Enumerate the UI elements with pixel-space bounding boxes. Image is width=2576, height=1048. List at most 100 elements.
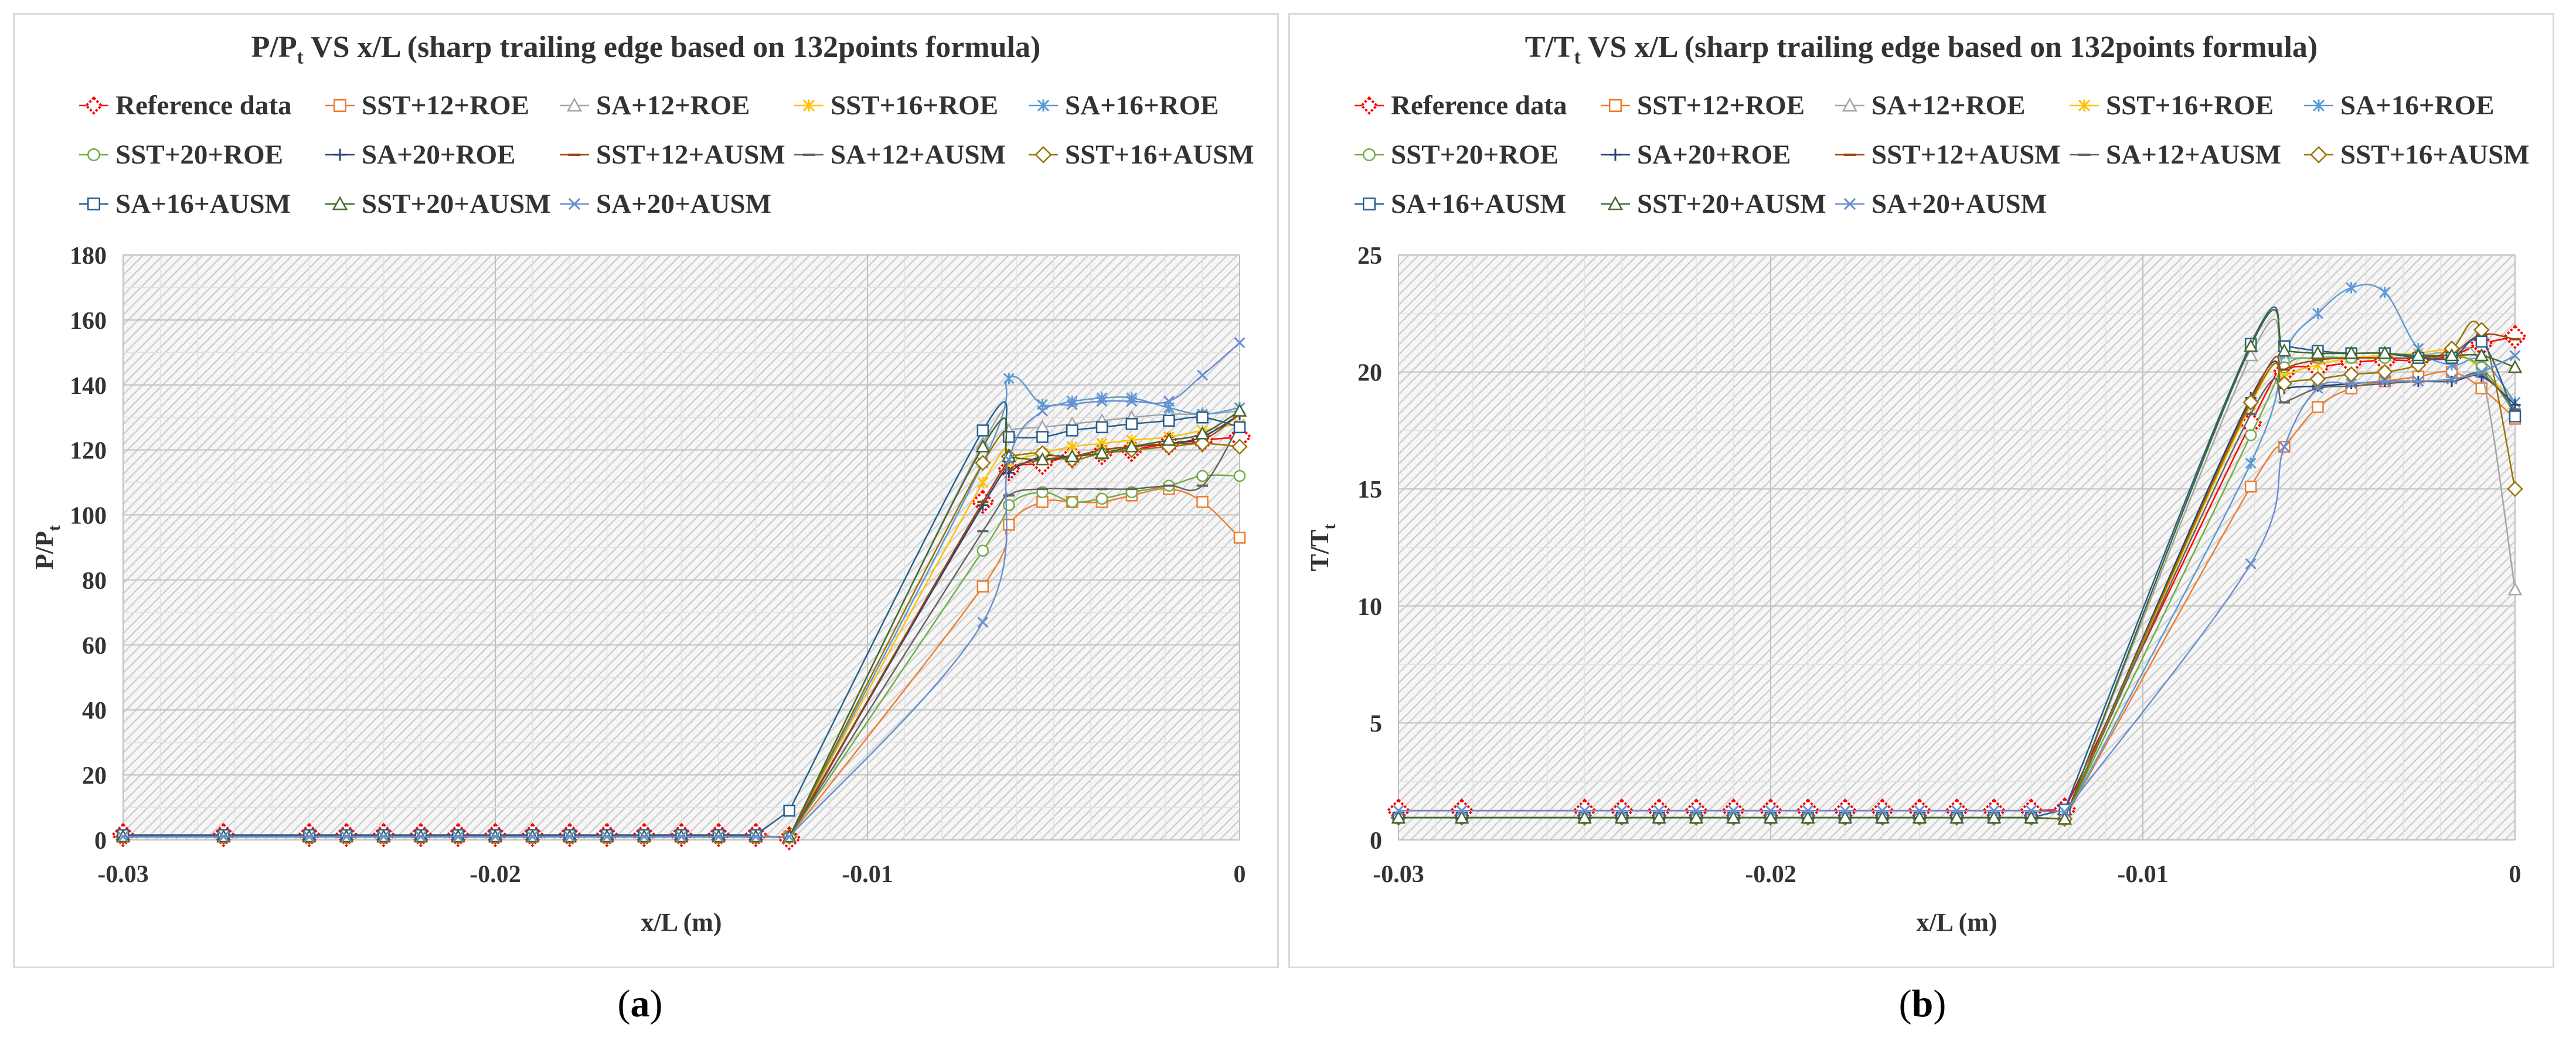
legend-item: SST+20+ROE: [79, 134, 283, 175]
data-point: [1765, 805, 1777, 816]
data-point: [1837, 810, 1853, 824]
legend-label: SA+16+AUSM: [115, 189, 291, 219]
legend-marker-icon: [1029, 146, 1058, 164]
data-point: [1689, 810, 1704, 824]
legend-marker-icon: [1835, 154, 1864, 156]
legend-marker-icon: [79, 96, 108, 115]
data-point: [1064, 448, 1080, 462]
legend-marker-icon: [1601, 99, 1630, 112]
x-tick-label: -0.02: [1745, 861, 1796, 888]
series-line: [1393, 350, 2521, 818]
series-curve-path: [2064, 284, 2516, 819]
legend-item: SST+12+ROE: [325, 85, 529, 126]
legend-label: SST+20+ROE: [115, 139, 284, 170]
data-point: [452, 831, 464, 842]
x-tick-label: -0.03: [1373, 861, 1424, 888]
legend-marker-icon: [794, 99, 823, 112]
y-tick-label: 0: [1370, 828, 1382, 855]
data-point: [1196, 469, 1209, 482]
data-point: [1728, 805, 1739, 816]
data-point: [1163, 414, 1175, 427]
legend-item: SA+12+ROE: [1835, 85, 2026, 126]
data-point: [1096, 396, 1108, 407]
legend-label: SA+20+AUSM: [596, 189, 772, 219]
data-point: [1763, 810, 1778, 824]
series-curve-path: [788, 488, 1240, 838]
data-point: [2379, 287, 2391, 298]
legend-label: SA+12+AUSM: [831, 139, 1006, 170]
data-point: [2509, 350, 2521, 362]
data-point: [1035, 452, 1050, 465]
data-point: [1231, 438, 1248, 455]
data-point: [975, 455, 991, 471]
legend-label: SST+20+AUSM: [1637, 189, 1826, 219]
data-point: [1986, 810, 2002, 824]
legend-item: SA+12+AUSM: [2070, 134, 2281, 175]
data-point: [2312, 383, 2323, 394]
y-tick-label: 80: [82, 567, 107, 594]
legend-marker-icon: [1835, 97, 1864, 112]
data-point: [1234, 337, 1246, 349]
data-point: [378, 831, 389, 842]
chart-title: P/Pt VS x/L (sharp trailing edge based o…: [15, 30, 1277, 69]
legend-label: SST+16+ROE: [831, 90, 999, 121]
plot-area: 0 5 10 15 20 25 -0.03 -0.02 -0.01 0 x/L (m) T/Tt: [1305, 243, 2527, 937]
legend-marker-icon: [79, 198, 108, 210]
legend-item: SST+12+AUSM: [560, 134, 785, 175]
data-point: [2509, 410, 2521, 423]
data-point: [2379, 376, 2391, 387]
x-tick-label: -0.03: [97, 861, 149, 888]
data-point: [1095, 421, 1108, 434]
title-main: P/P: [251, 30, 297, 64]
data-point: [1124, 439, 1139, 452]
data-point: [2245, 457, 2257, 469]
data-point: [2059, 806, 2071, 818]
legend-item: SA+20+ROE: [325, 134, 516, 175]
data-point: [1003, 431, 1015, 443]
x-tick-label: -0.01: [842, 861, 893, 888]
legend-item: SA+20+AUSM: [1835, 183, 2047, 224]
legend-item: SST+12+ROE: [1601, 85, 1805, 126]
legend-marker-icon: [794, 154, 823, 156]
data-point: [2503, 324, 2527, 349]
data-point: [601, 831, 612, 842]
gridlines: [122, 254, 1240, 841]
data-point: [1577, 810, 1592, 824]
legend-label: SST+12+AUSM: [596, 139, 785, 170]
x-tick-label: 0: [2509, 861, 2521, 888]
data-point: [1233, 532, 1246, 544]
data-point: [1393, 805, 1404, 816]
data-point: [1802, 805, 1813, 816]
series-curve-path: [788, 342, 1240, 838]
series-line: [117, 337, 1246, 842]
legend-label: SA+16+ROE: [2340, 90, 2495, 121]
data-point: [2309, 370, 2326, 387]
data-point: [2310, 345, 2325, 359]
data-point: [2507, 359, 2523, 373]
legend-label: SA+20+ROE: [1637, 139, 1791, 170]
data-point: [784, 831, 795, 842]
legend-label: SA+20+ROE: [362, 139, 516, 170]
data-point: [2276, 375, 2293, 392]
data-point: [489, 831, 501, 842]
y-tick-label: 60: [82, 632, 107, 659]
data-point: [1839, 805, 1851, 816]
data-point: [2507, 582, 2523, 596]
data-point: [1095, 492, 1108, 505]
data-point: [2243, 338, 2258, 352]
data-point: [2245, 558, 2257, 570]
legend-item: SST+20+AUSM: [1601, 183, 1826, 224]
legend-item: SA+20+AUSM: [560, 183, 771, 224]
data-point: [1194, 435, 1211, 452]
legend-item: SA+16+ROE: [1029, 85, 1219, 126]
data-point: [1616, 805, 1628, 816]
x-axis-title: x/L (m): [641, 908, 722, 937]
title-subscript: t: [1574, 46, 1581, 69]
chart-title: T/Tt VS x/L (sharp trailing edge based o…: [1290, 30, 2553, 69]
data-point: [750, 831, 761, 842]
legend-label: SST+16+ROE: [2106, 90, 2274, 121]
data-point: [1912, 810, 1927, 824]
y-tick-label: 25: [1357, 243, 1382, 270]
data-point: [2343, 366, 2360, 383]
data-point: [1988, 805, 2000, 816]
